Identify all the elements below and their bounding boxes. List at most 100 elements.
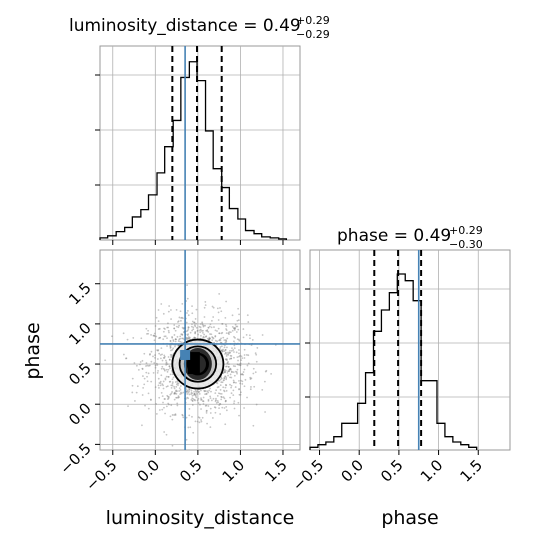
scatter-point [192,328,195,331]
scatter-point [150,380,153,383]
scatter-point [181,302,184,305]
scatter-point [172,340,175,343]
scatter-point [196,420,199,423]
scatter-point [214,339,217,342]
scatter-point [144,404,146,407]
scatter-point [206,337,209,340]
scatter-point [179,337,182,340]
scatter-point [212,397,215,400]
scatter-point [249,376,252,379]
scatter-point [158,327,161,330]
scatter-point [188,390,191,393]
scatter-point [186,396,189,399]
scatter-point [122,353,125,356]
scatter-point [220,345,223,348]
scatter-point [209,412,212,414]
scatter-point [167,395,169,398]
scatter-point [186,312,188,314]
scatter-point [158,382,161,384]
scatter-point [177,340,180,342]
scatter-point [237,307,240,310]
scatter-point [190,325,193,328]
scatter-point [243,357,246,359]
scatter-point [205,393,208,396]
scatter-point [131,384,134,387]
scatter-point [210,390,212,393]
scatter-point [187,309,189,312]
scatter-point [171,391,173,393]
scatter-point [222,336,225,339]
scatter-point [111,335,113,338]
scatter-point [168,365,171,368]
scatter-point [211,336,214,339]
scatter-point [157,328,160,330]
scatter-point [167,326,170,329]
scatter-point [233,381,236,384]
scatter-point [168,358,171,361]
x-tick-label-phase-3: 1.0 [417,456,447,486]
scatter-point [237,363,240,366]
scatter-point [210,333,213,336]
scatter-point [225,384,228,387]
scatter-point [238,352,240,355]
scatter-point [141,424,143,427]
scatter-point [164,378,167,381]
scatter-point [133,362,136,364]
scatter-point [197,397,200,400]
scatter-point [155,316,158,319]
scatter-point [175,383,178,386]
scatter-point [195,391,198,394]
scatter-point [223,371,226,374]
scatter-point [223,379,225,381]
scatter-point [208,338,210,341]
scatter-point [227,370,229,373]
scatter-point [233,329,236,331]
scatter-point [171,382,174,385]
scatter-point [172,347,175,350]
scatter-point [141,375,144,377]
scatter-point [191,404,194,406]
scatter-point [199,328,202,331]
scatter-point [127,405,129,408]
scatter-point [186,334,189,337]
scatter-point [203,389,206,392]
scatter-point [202,331,204,334]
scatter-point [181,333,184,336]
scatter-point [187,326,190,329]
x-tick-label-phase-4: 1.5 [456,456,486,486]
scatter-point [194,318,197,320]
scatter-point [158,387,160,389]
scatter-point [173,334,176,336]
scatter-point [205,335,208,338]
scatter-point [147,329,150,332]
scatter-point [221,381,224,384]
scatter-point [186,284,188,287]
scatter-point [234,327,236,329]
title-phase: phase = 0.49 [337,226,451,246]
scatter-point [193,393,196,395]
scatter-point [227,352,230,355]
scatter-point [147,407,150,410]
scatter-point [169,345,172,348]
scatter-point [194,399,196,402]
scatter-point [153,339,156,342]
scatter-point [224,375,226,378]
scatter-point [244,378,247,381]
scatter-point [159,382,162,385]
scatter-point [152,371,155,374]
scatter-point [243,368,246,371]
scatter-point [238,388,240,390]
scatter-point [214,329,217,332]
scatter-point [165,361,168,364]
scatter-point [209,337,211,340]
scatter-point [153,335,156,337]
scatter-point [161,359,164,362]
scatter-point [155,362,158,365]
scatter-point [154,354,156,356]
scatter-point [182,391,185,394]
scatter-point [225,378,228,381]
scatter-point [175,308,178,311]
scatter-point [157,309,160,311]
scatter-point [167,356,170,358]
scatter-point [233,344,236,347]
